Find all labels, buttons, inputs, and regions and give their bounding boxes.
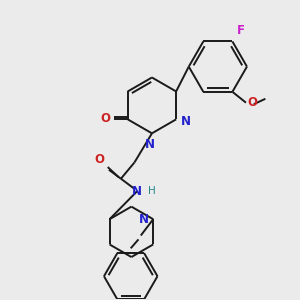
- Text: O: O: [247, 96, 257, 109]
- Text: H: H: [148, 186, 156, 196]
- Text: N: N: [132, 184, 142, 198]
- Text: F: F: [237, 24, 245, 37]
- Text: N: N: [145, 138, 155, 151]
- Text: N: N: [181, 115, 191, 128]
- Text: N: N: [139, 213, 149, 226]
- Text: O: O: [94, 153, 105, 166]
- Text: O: O: [101, 112, 111, 125]
